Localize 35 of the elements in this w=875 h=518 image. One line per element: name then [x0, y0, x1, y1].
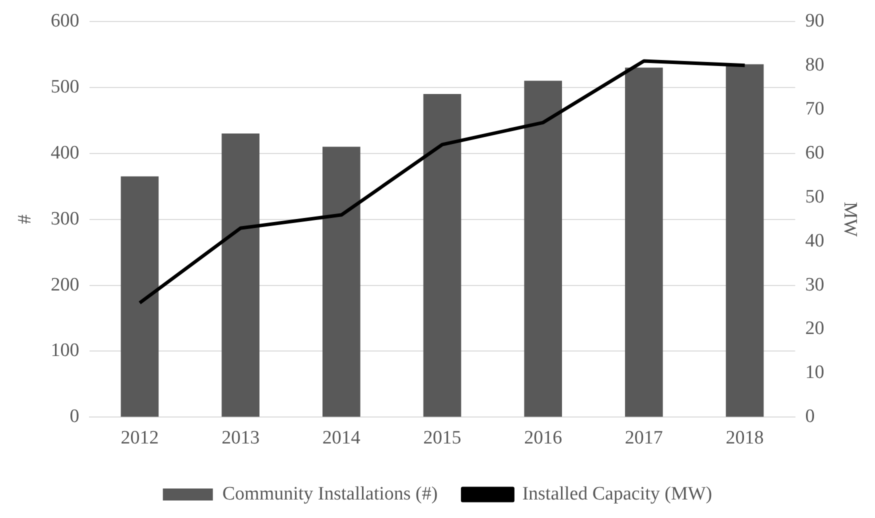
y2-tick-label: 40 — [805, 230, 824, 252]
y2-tick-label: 70 — [805, 98, 824, 120]
y2-tick-label: 80 — [805, 54, 824, 76]
bar — [423, 94, 462, 417]
bar — [726, 64, 764, 417]
y-tick-label: 500 — [50, 76, 80, 98]
y2-tick-label: 20 — [805, 318, 824, 340]
legend-label: Community Installations (#) — [222, 483, 438, 504]
y2-tick-label: 50 — [805, 186, 824, 208]
bar — [524, 80, 562, 417]
bar — [322, 146, 360, 417]
y2-axis-title: MW — [840, 202, 861, 237]
y-axis-title: # — [14, 214, 36, 224]
y-tick-label: 100 — [50, 340, 80, 362]
y-tick-label: 0 — [70, 406, 80, 428]
y-tick-label: 400 — [50, 142, 80, 164]
bar — [222, 134, 260, 417]
y2-tick-label: 90 — [805, 10, 824, 32]
x-tick-label: 2018 — [726, 428, 764, 449]
y2-tick-label: 30 — [805, 274, 824, 296]
x-tick-label: 2017 — [624, 428, 663, 449]
y2-tick-label: 60 — [805, 142, 824, 164]
legend-label: Installed Capacity (MW) — [522, 483, 712, 504]
bar — [120, 176, 159, 417]
x-tick-label: 2012 — [120, 428, 159, 449]
x-tick-label: 2015 — [423, 428, 462, 449]
y2-tick-label: 0 — [805, 406, 815, 428]
y-tick-label: 600 — [50, 10, 80, 32]
y-tick-label: 200 — [50, 274, 80, 296]
x-tick-label: 2014 — [322, 428, 361, 449]
x-tick-label: 2013 — [222, 428, 260, 449]
bar — [625, 68, 663, 417]
y2-tick-label: 10 — [805, 362, 824, 384]
x-tick-label: 2016 — [524, 428, 562, 449]
y-tick-label: 300 — [50, 208, 80, 230]
